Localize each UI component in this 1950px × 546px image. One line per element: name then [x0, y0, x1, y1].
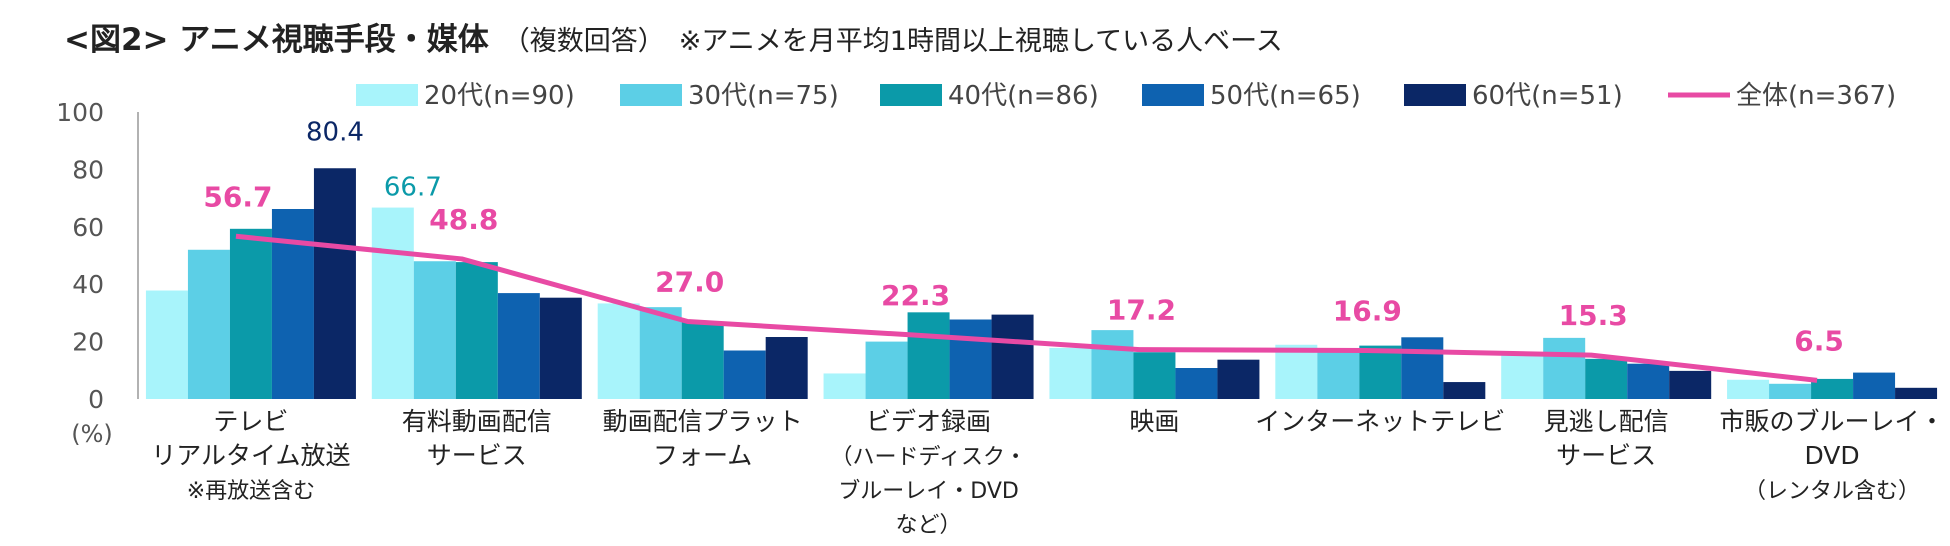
- legend-label: 20代(n=90): [424, 81, 575, 111]
- category-label: ブルーレイ・DVD: [838, 479, 1019, 504]
- total-data-label: 17.2: [1107, 294, 1176, 327]
- bar: [991, 314, 1034, 399]
- bar: [1627, 363, 1670, 399]
- bar: [1275, 344, 1318, 399]
- bar: [539, 297, 582, 399]
- y-tick-label: 80: [72, 155, 104, 184]
- category-label: 市販のブルーレイ・: [1720, 407, 1945, 436]
- total-data-label: 15.3: [1559, 299, 1628, 332]
- bar: [497, 293, 540, 399]
- total-data-label: 56.7: [203, 180, 272, 213]
- bar-value-label: 80.4: [306, 117, 364, 147]
- legend-swatch: [620, 84, 682, 106]
- chart-title: <図2> アニメ視聴手段・媒体 （複数回答） ※アニメを月平均1時間以上視聴している…: [64, 14, 1283, 59]
- bar: [1853, 372, 1896, 399]
- legend-swatch: [880, 84, 942, 106]
- category-label: DVD: [1804, 441, 1859, 470]
- bar: [1443, 382, 1486, 399]
- legend-swatch: [1142, 84, 1204, 106]
- title-note: ※アニメを月平均1時間以上視聴している人ベース: [678, 26, 1283, 57]
- category-label: フォーム: [653, 441, 752, 470]
- bar: [1175, 368, 1218, 399]
- bar: [1585, 358, 1628, 399]
- bar: [371, 207, 414, 399]
- y-tick-label: 20: [72, 328, 104, 357]
- legend-label: 60代(n=51): [1472, 81, 1623, 111]
- bar: [187, 249, 230, 399]
- bar: [1669, 370, 1712, 399]
- category-label: （レンタル含む）: [1744, 479, 1920, 504]
- category-label: 見逃し配信: [1544, 407, 1669, 436]
- bar: [145, 290, 188, 399]
- total-data-label: 48.8: [429, 203, 498, 236]
- legend-swatch: [1404, 84, 1466, 106]
- bar: [765, 337, 808, 399]
- y-tick-label: 100: [56, 98, 104, 127]
- title-subtitle: （複数回答）: [502, 26, 665, 57]
- bar: [1091, 330, 1134, 399]
- bar: [1359, 345, 1402, 399]
- bar: [1543, 337, 1586, 399]
- title-main: <図2> アニメ視聴手段・媒体: [64, 22, 489, 58]
- y-tick-label: 40: [72, 270, 104, 299]
- legend-label: 50代(n=65): [1210, 81, 1361, 111]
- bar: [1811, 378, 1854, 399]
- bar: [823, 373, 866, 399]
- y-tick-label: 60: [72, 213, 104, 242]
- total-data-label: 6.5: [1794, 324, 1844, 357]
- bar: [681, 322, 724, 399]
- total-data-label: 16.9: [1333, 294, 1402, 327]
- legend-swatch: [356, 84, 418, 106]
- bar: [1049, 347, 1092, 399]
- bar: [723, 350, 766, 399]
- bar: [1769, 383, 1812, 399]
- legend-label: 40代(n=86): [948, 81, 1099, 111]
- category-label: サービス: [1556, 441, 1656, 470]
- legend-label: 全体(n=367): [1736, 81, 1896, 111]
- category-label: など）: [896, 513, 962, 538]
- bar-value-label: 66.7: [384, 173, 442, 203]
- y-tick-label: 0: [88, 385, 104, 414]
- total-data-label: 27.0: [655, 266, 724, 299]
- bar: [1217, 359, 1260, 399]
- bar: [949, 319, 992, 399]
- category-label: （ハードディスク・: [831, 445, 1027, 470]
- bar: [597, 303, 640, 399]
- bar: [229, 228, 272, 399]
- category-label: ビデオ録画: [866, 407, 991, 436]
- bar: [1317, 349, 1360, 399]
- bar: [1501, 354, 1544, 399]
- y-unit-label: (%): [71, 420, 113, 448]
- bar: [271, 209, 314, 399]
- bar: [1727, 379, 1770, 399]
- bar: [413, 261, 456, 399]
- bar: [313, 168, 356, 399]
- category-label: サービス: [427, 441, 527, 470]
- category-label: 動画配信プラット: [603, 407, 803, 436]
- category-label: 映画: [1129, 407, 1179, 436]
- category-label: リアルタイム放送: [151, 441, 350, 470]
- category-label: インターネットテレビ: [1255, 407, 1505, 436]
- category-label: テレビ: [213, 407, 288, 436]
- bar: [865, 341, 908, 399]
- bar: [1401, 337, 1444, 399]
- bar: [639, 307, 682, 399]
- bar: [1895, 387, 1938, 399]
- total-data-label: 22.3: [881, 279, 950, 312]
- total-line: [235, 233, 1818, 383]
- bar: [455, 262, 498, 399]
- legend-label: 30代(n=75): [688, 81, 839, 111]
- bar: [1133, 352, 1176, 399]
- category-label: ※再放送含む: [187, 479, 315, 504]
- category-label: 有料動画配信: [402, 407, 552, 436]
- bar: [907, 312, 950, 399]
